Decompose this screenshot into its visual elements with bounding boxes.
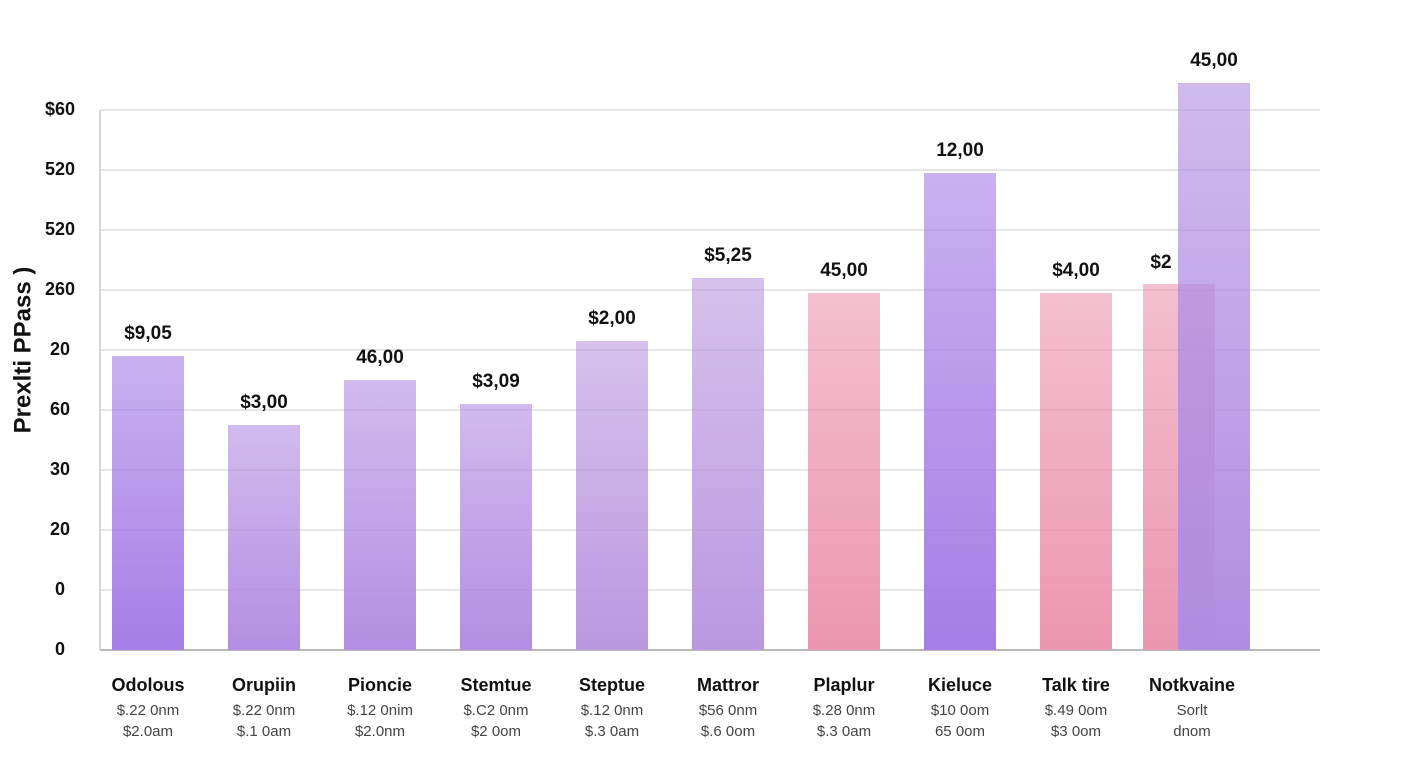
x-tick-label: Mattror xyxy=(697,675,759,695)
x-sublabel: $.22 0nm xyxy=(117,702,180,719)
x-sublabel: $.12 0nm xyxy=(581,702,644,719)
value-label: $5,25 xyxy=(704,245,752,266)
y-tick-label: 520 xyxy=(45,159,75,179)
bar xyxy=(228,425,300,650)
bar xyxy=(1178,83,1250,650)
x-sublabel: $2.0nm xyxy=(355,723,405,740)
x-sublabel: $3 0om xyxy=(1051,723,1101,740)
y-tick-label: 260 xyxy=(45,279,75,299)
x-tick-label: Plaplur xyxy=(813,675,874,695)
value-label: 46,00 xyxy=(356,347,404,368)
bar xyxy=(344,380,416,650)
x-tick-label: Notkvaine xyxy=(1149,675,1235,695)
y-tick-label: 20 xyxy=(50,519,70,539)
x-sublabel: $10 0om xyxy=(931,702,989,719)
y-axis-label: Prexlti PPass ) xyxy=(9,267,36,434)
x-sublabel: $.28 0nm xyxy=(813,702,876,719)
y-tick-label: 30 xyxy=(50,459,70,479)
x-tick-label: Kieluce xyxy=(928,675,992,695)
value-label: 45,00 xyxy=(820,260,868,281)
value-label: $2,00 xyxy=(588,308,636,329)
x-sublabel: $.12 0nim xyxy=(347,702,413,719)
x-sublabel: $.1 0am xyxy=(237,723,291,740)
value-label: 45,00 xyxy=(1190,50,1238,71)
x-sublabel: $.6 0om xyxy=(701,723,755,740)
x-sublabel: $56 0nm xyxy=(699,702,757,719)
bar xyxy=(808,293,880,650)
x-sublabel: $2 0om xyxy=(471,723,521,740)
bar xyxy=(576,341,648,650)
x-tick-label: Orupiin xyxy=(232,675,296,695)
y-tick-label: $60 xyxy=(45,99,75,119)
x-sublabel: $.49 0om xyxy=(1045,702,1108,719)
x-sublabel: $.22 0nm xyxy=(233,702,296,719)
value-label: 12,00 xyxy=(936,140,984,161)
value-label: $4,00 xyxy=(1052,260,1100,281)
x-sublabel: dnom xyxy=(1173,723,1211,740)
x-tick-label: Stemtue xyxy=(460,675,531,695)
bar xyxy=(924,173,996,650)
x-sublabel: $2.0am xyxy=(123,723,173,740)
y-tick-label: 20 xyxy=(50,339,70,359)
value-label: $3,09 xyxy=(472,371,520,392)
bar xyxy=(1040,293,1112,650)
x-tick-label: Odolous xyxy=(112,675,185,695)
value-label: $2 xyxy=(1150,252,1171,273)
x-sublabel: $.3 0am xyxy=(817,723,871,740)
y-tick-label: 0 xyxy=(55,579,65,599)
x-sublabel: $.C2 0nm xyxy=(463,702,528,719)
y-tick-label: 60 xyxy=(50,399,70,419)
x-tick-label: Steptue xyxy=(579,675,645,695)
bar xyxy=(692,278,764,650)
x-sublabel: Sorlt xyxy=(1177,702,1209,719)
x-tick-label: Talk tire xyxy=(1042,675,1110,695)
x-sublabel: 65 0om xyxy=(935,723,985,740)
x-sublabel: $.3 0am xyxy=(585,723,639,740)
bar xyxy=(112,356,184,650)
x-tick-label: Pioncie xyxy=(348,675,412,695)
y-tick-label: 0 xyxy=(55,639,65,659)
value-label: $3,00 xyxy=(240,392,288,413)
y-tick-label: 520 xyxy=(45,219,75,239)
value-label: $9,05 xyxy=(124,323,172,344)
bar xyxy=(460,404,532,650)
